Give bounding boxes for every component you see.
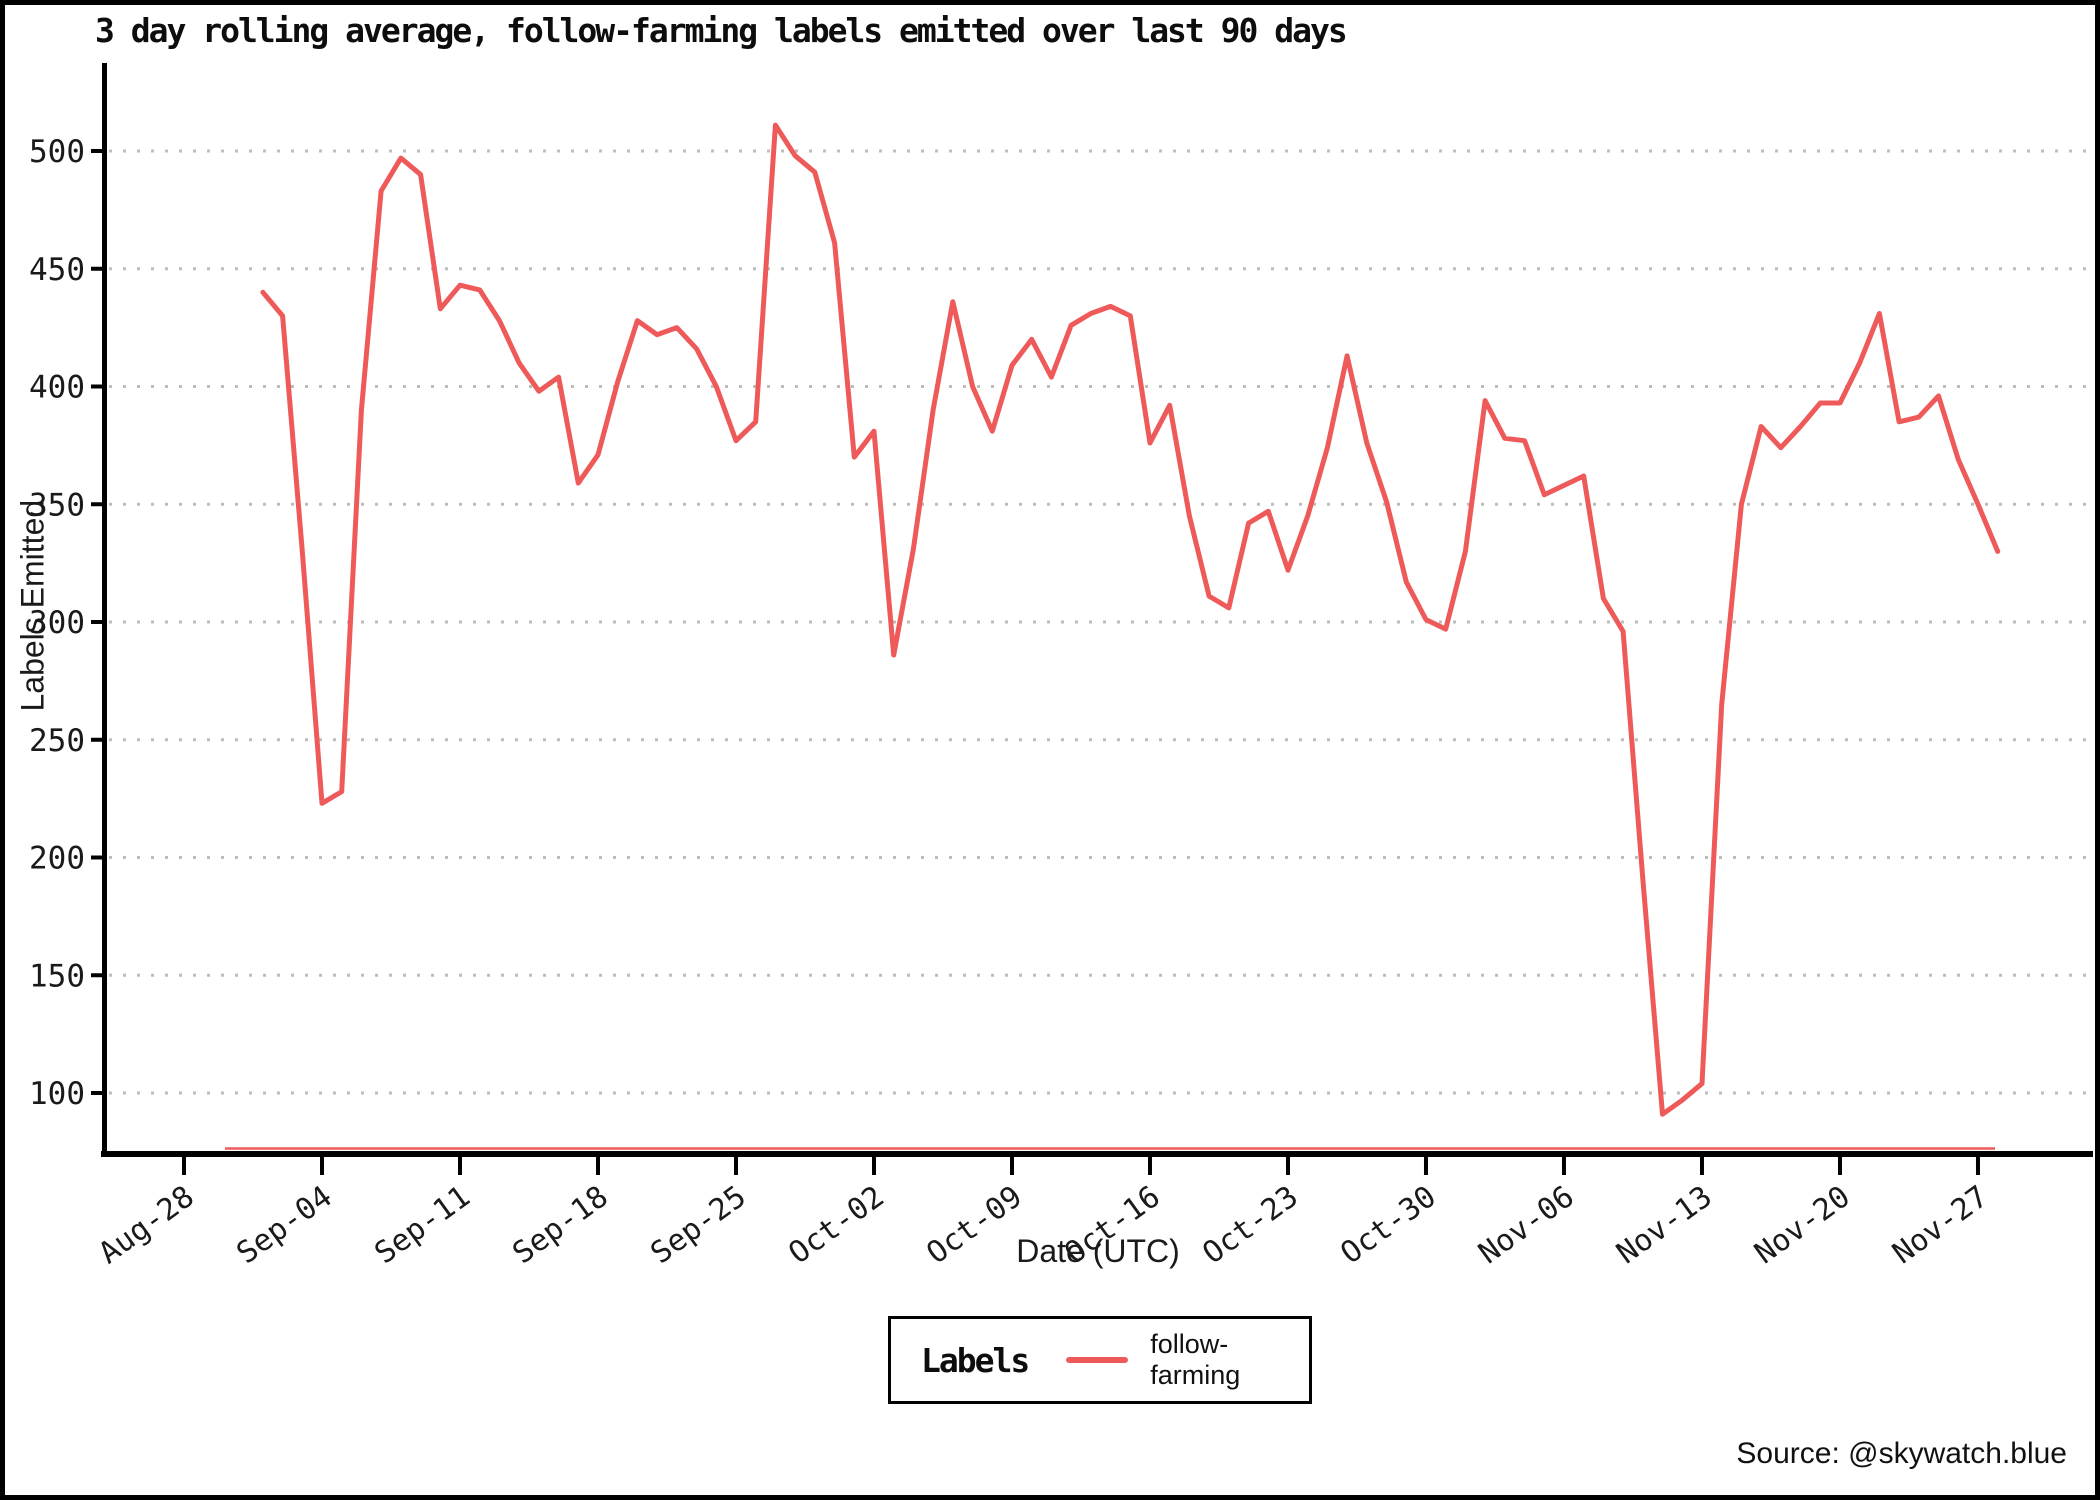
x-tick-label: Nov-20 [1748,1179,1856,1271]
x-tick-label: Nov-27 [1886,1179,1994,1271]
legend-series-label: follow-farming [1150,1329,1241,1390]
legend-title: Labels [921,1340,1030,1380]
y-tick-label: 300 [29,605,85,641]
y-tick-label: 150 [29,958,85,994]
chart-title: 3 day rolling average, follow-farming la… [95,11,1348,50]
legend-line-swatch [1066,1357,1129,1363]
x-tick-label: Aug-28 [92,1179,200,1271]
axis-spines [101,63,2093,1157]
chart-plot-area: 100 150 200 250 300 350 400 450 500 Aug-28 Sep-04… [29,63,2093,1271]
y-tick-label: 400 [29,370,85,406]
legend-box: Labels follow-farming [888,1316,1312,1404]
x-tick-label: Nov-13 [1610,1179,1718,1271]
y-axis-spine [102,63,107,1157]
x-tick-label: Sep-04 [230,1179,338,1271]
y-tick-label: 500 [29,134,85,170]
series-line-follow-farming [260,122,2001,1117]
x-axis-title: Date (UTC) [1016,1233,1180,1269]
y-tick-label: 100 [29,1076,85,1112]
x-tick-label: Sep-18 [506,1179,614,1271]
x-tick-label: Sep-25 [644,1179,752,1271]
x-tick-label: Sep-11 [368,1179,476,1271]
y-axis-ticks: 100 150 200 250 300 350 400 450 500 [29,134,105,1112]
y-tick-label: 450 [29,252,85,288]
source-credit: Source: @skywatch.blue [1736,1437,2067,1470]
y-tick-label: 200 [29,841,85,877]
y-axis-title: Labels Emitted [14,499,51,712]
y-tick-label: 350 [29,487,85,523]
x-axis-spine [101,1151,2093,1157]
y-tick-label: 250 [29,723,85,759]
x-tick-label: Nov-06 [1472,1179,1580,1271]
gridlines [109,149,2091,1095]
